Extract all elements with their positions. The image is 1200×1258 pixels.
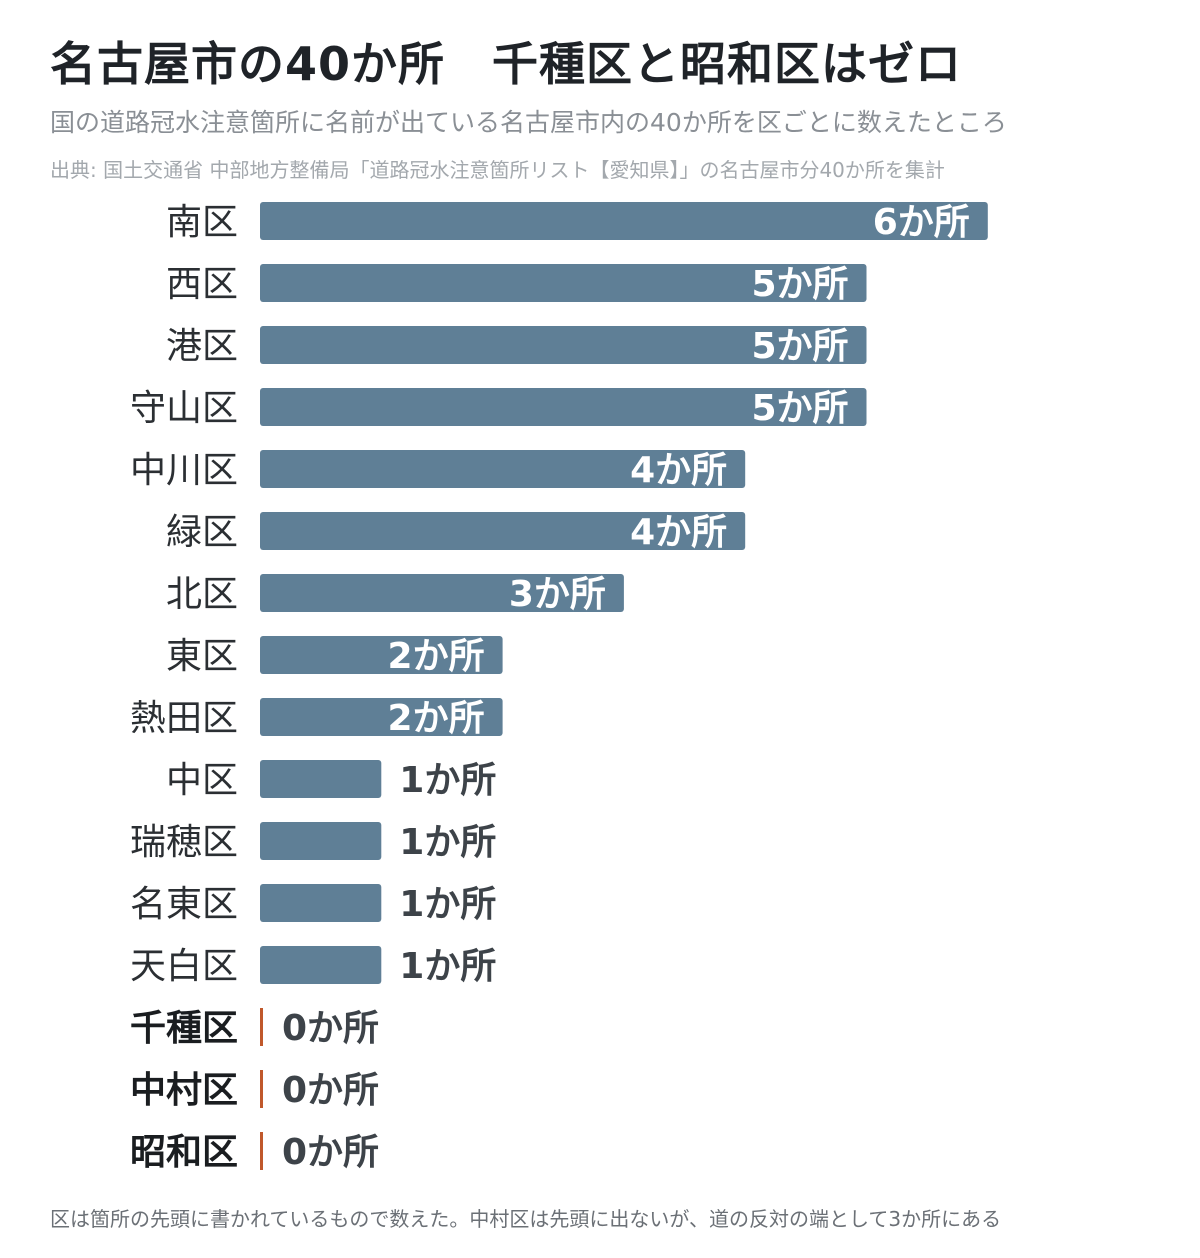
zero-marker [260,1132,263,1170]
bar [260,450,746,488]
category-label: 港区 [166,326,238,367]
bar [260,264,867,302]
bar-row: 守山区 5か所 [130,388,867,429]
bar [260,202,988,240]
value-label: 3か所 [509,574,606,615]
bar-row: 昭和区 0か所 [130,1132,379,1173]
category-label: 熱田区 [130,698,238,739]
category-label: 名東区 [130,884,238,925]
category-label: 緑区 [166,512,238,553]
value-label: 2か所 [388,698,485,739]
chart-source: 出典: 国土交通省 中部地方整備局「道路冠水注意箇所リスト【愛知県】」の名古屋市… [50,158,945,182]
zero-marker [260,1008,263,1046]
value-label: 0か所 [282,1008,379,1049]
bar [260,698,503,736]
category-label: 守山区 [130,388,238,429]
category-label: 北区 [166,574,238,615]
bar-row: 緑区 4か所 [166,512,746,553]
category-label: 中村区 [130,1070,238,1111]
bar [260,326,867,364]
zero-marker [260,1070,263,1108]
bar-row: 中区 1か所 [166,760,496,801]
bar-row: 熱田区 2か所 [130,698,503,739]
chart-title: 名古屋市の40か所 千種区と昭和区はゼロ [50,37,963,91]
bar-row: 中川区 4か所 [130,450,746,491]
bar-row: 中村区 0か所 [130,1070,379,1111]
value-label: 5か所 [751,264,848,305]
value-label: 1か所 [399,760,496,801]
bar [260,574,624,612]
bar-row: 港区 5か所 [166,326,867,367]
bar-row: 瑞穂区 1か所 [130,822,496,863]
bar [260,822,382,860]
value-label: 1か所 [399,822,496,863]
category-label: 南区 [166,202,238,243]
value-label: 5か所 [751,326,848,367]
bar [260,512,746,550]
bar-row: 北区 3か所 [166,574,624,615]
bar-row: 東区 2か所 [166,636,503,677]
value-label: 0か所 [282,1070,379,1111]
chart-subtitle: 国の道路冠水注意箇所に名前が出ている名古屋市内の40か所を区ごとに数えたところ [50,108,1007,137]
category-label: 東区 [166,636,238,677]
bar-row: 千種区 0か所 [130,1008,379,1049]
category-label: 千種区 [130,1008,238,1049]
value-label: 4か所 [630,450,727,491]
bar-row: 西区 5か所 [166,264,867,305]
bar [260,388,867,426]
bar [260,760,382,798]
value-label: 2か所 [388,636,485,677]
value-label: 4か所 [630,512,727,553]
category-label: 西区 [166,264,238,305]
category-label: 昭和区 [130,1132,238,1173]
value-label: 1か所 [399,946,496,987]
value-label: 6か所 [873,202,970,243]
value-label: 0か所 [282,1132,379,1173]
category-label: 中区 [166,760,238,801]
bar [260,884,382,922]
category-label: 中川区 [130,450,238,491]
value-label: 1か所 [399,884,496,925]
bar [260,946,382,984]
value-label: 5か所 [751,388,848,429]
bar-row: 天白区 1か所 [130,946,496,987]
bar [260,636,503,674]
bar-row: 南区 6か所 [166,202,988,243]
category-label: 天白区 [130,946,238,987]
bar-row: 名東区 1か所 [130,884,496,925]
category-label: 瑞穂区 [130,822,238,863]
chart-footnote: 区は箇所の先頭に書かれているもので数えた。中村区は先頭に出ないが、道の反対の端と… [50,1207,1002,1231]
